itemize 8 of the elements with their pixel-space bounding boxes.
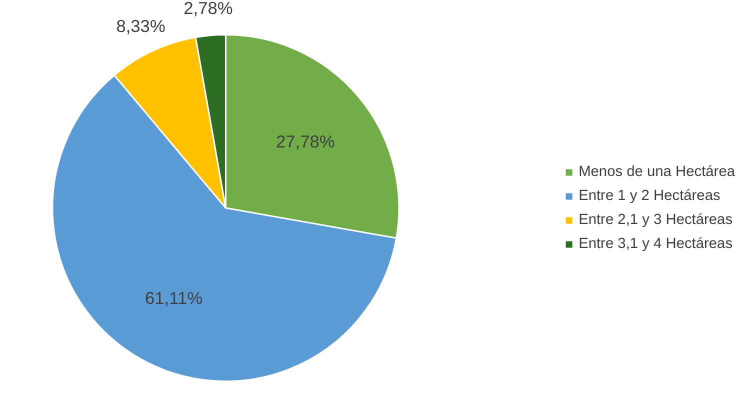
data-label: 61,11% (145, 288, 202, 308)
legend-label: Entre 3,1 y 4 Hectáreas (578, 236, 733, 252)
data-label: 8,33% (116, 16, 166, 36)
data-label: 27,78% (276, 131, 335, 152)
legend-label: Entre 1 y 2 Hectáreas (578, 188, 720, 204)
legend-label: Entre 2,1 y 3 Hectáreas (578, 212, 733, 228)
legend-label: Menos de una Hectárea (578, 164, 735, 180)
data-label: 2,78% (184, 0, 233, 18)
